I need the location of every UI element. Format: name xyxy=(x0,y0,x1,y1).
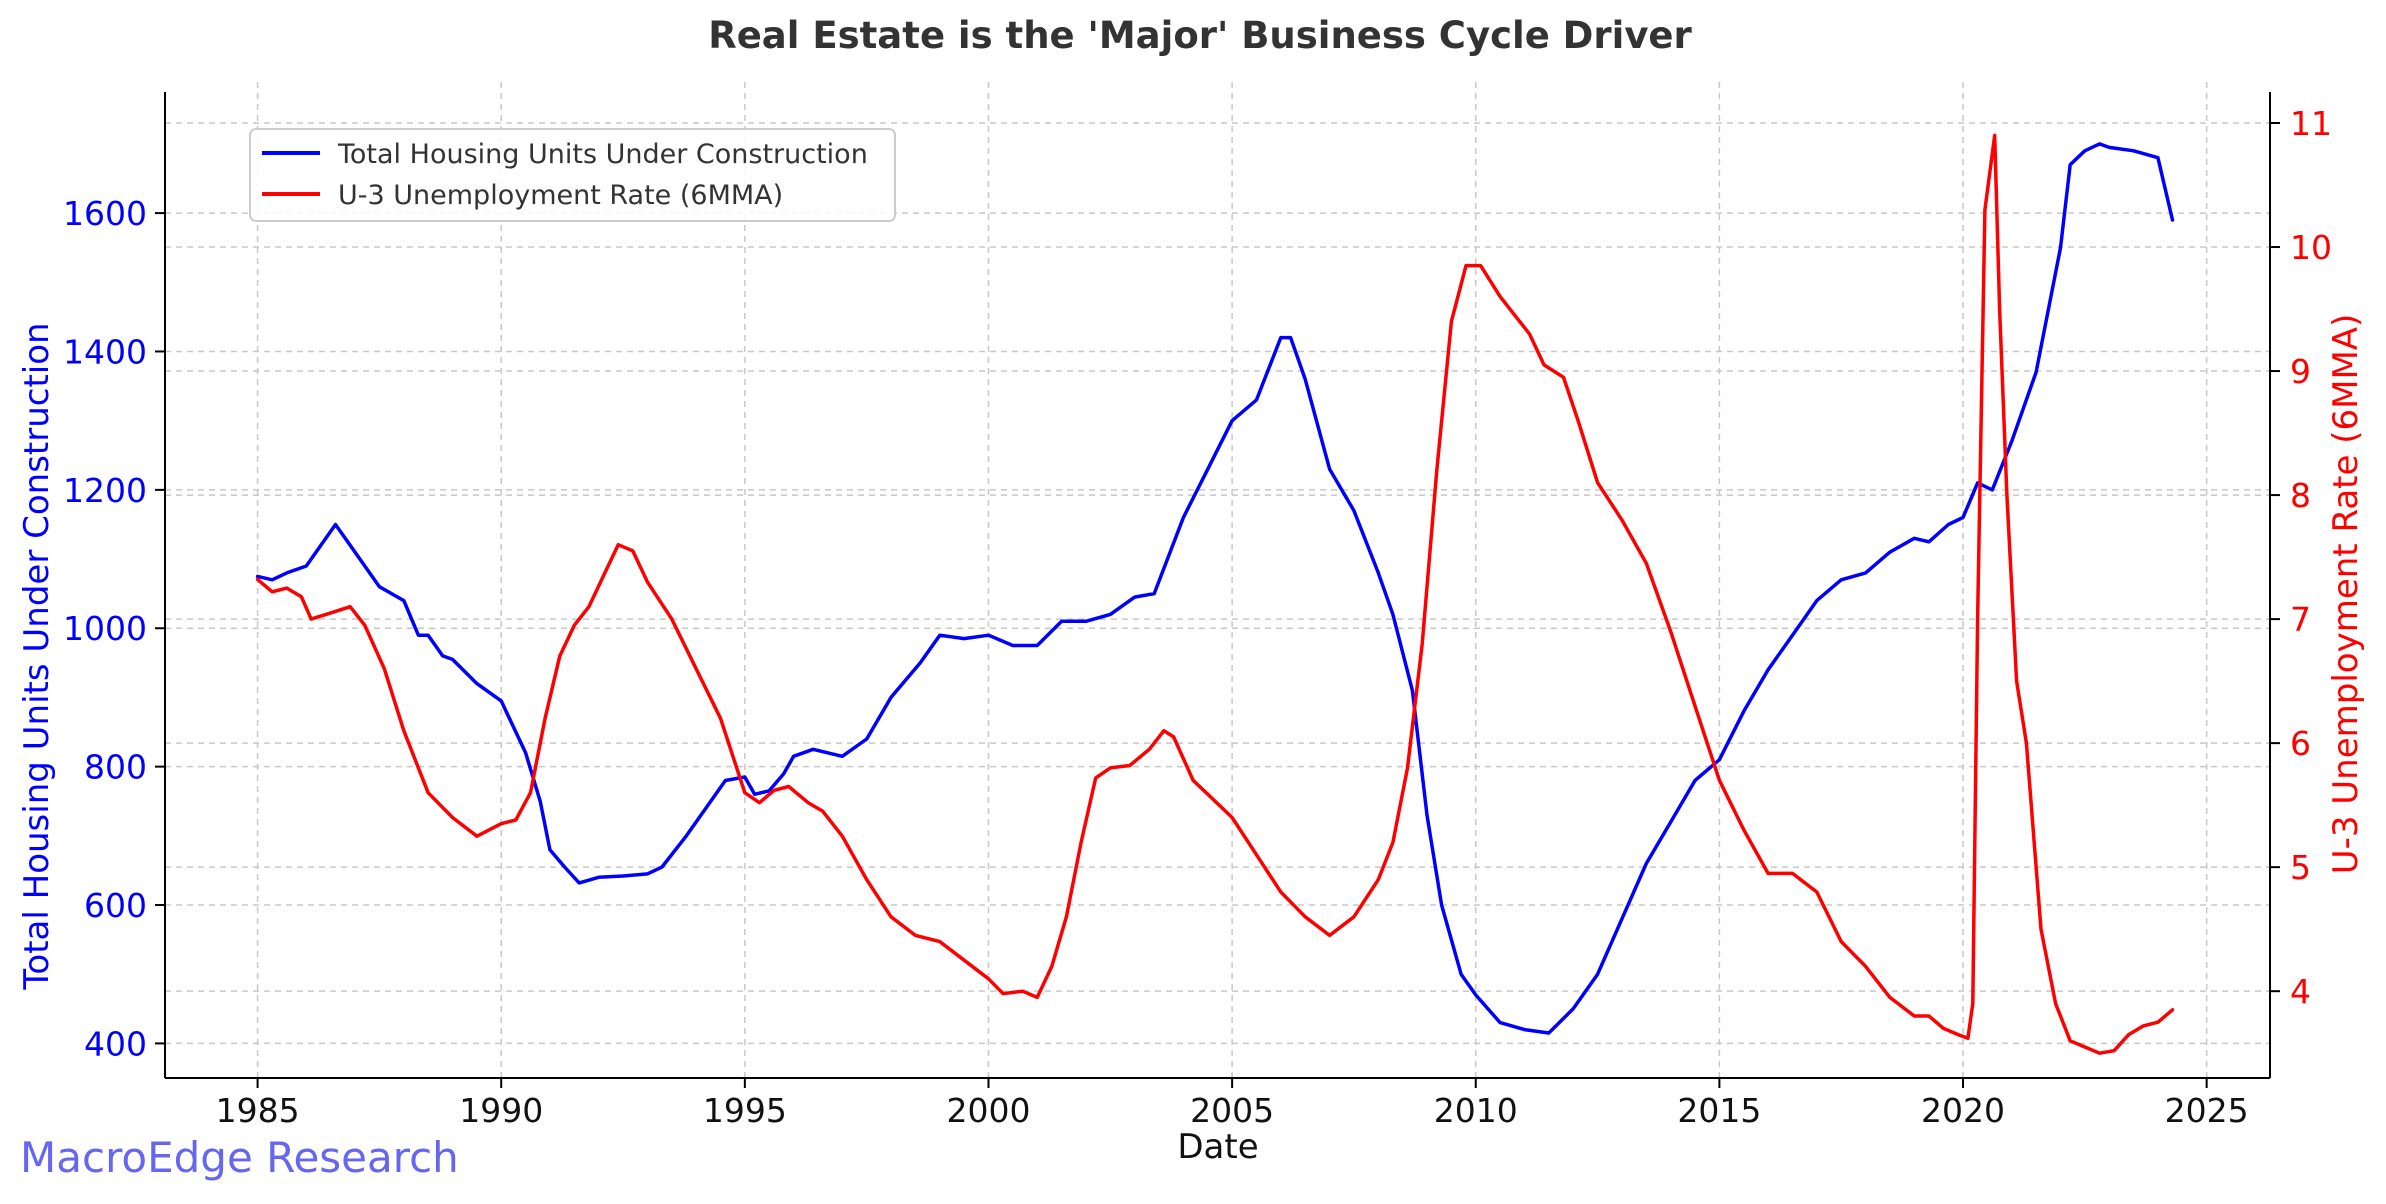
x-tick-label: 2000 xyxy=(946,1091,1030,1130)
series-line-unemployment xyxy=(255,133,2175,1055)
right-y-axis: 4 5 6 7 8 9 10 11 xyxy=(2270,104,2332,1011)
right-y-tick-label: 8 xyxy=(2290,476,2311,515)
right-y-tick-label: 6 xyxy=(2290,724,2311,763)
left-y-tick-label: 1400 xyxy=(63,332,147,371)
right-y-tick-label: 5 xyxy=(2290,848,2311,887)
left-y-tick-label: 1200 xyxy=(63,471,147,510)
x-tick-label: 2020 xyxy=(1921,1091,2005,1130)
left-y-tick-label: 600 xyxy=(84,886,147,925)
right-y-tick-label: 7 xyxy=(2290,600,2311,639)
left-y-axis-label: Total Housing Units Under Construction xyxy=(17,322,57,990)
legend: Total Housing Units Under Construction U… xyxy=(249,128,896,222)
grid xyxy=(165,82,2270,1078)
left-y-tick-label: 800 xyxy=(84,748,147,787)
right-y-tick-label: 9 xyxy=(2290,352,2311,391)
right-y-tick-label: 11 xyxy=(2290,104,2332,143)
axes-spines xyxy=(164,92,2271,1079)
x-tick-label: 2015 xyxy=(1677,1091,1761,1130)
left-y-tick-label: 1000 xyxy=(63,609,147,648)
x-tick-label: 1985 xyxy=(216,1091,300,1130)
x-axis-label: Date xyxy=(1177,1127,1258,1167)
chart-title: Real Estate is the 'Major' Business Cycl… xyxy=(708,14,1692,57)
x-tick-label: 1995 xyxy=(703,1091,787,1130)
legend-label-unemployment: U-3 Unemployment Rate (6MMA) xyxy=(338,180,783,211)
x-tick-label: 2005 xyxy=(1190,1091,1274,1130)
left-y-axis: 400 600 800 1000 1200 1400 1600 xyxy=(63,194,165,1063)
series-lines xyxy=(255,133,2175,1055)
x-tick-label: 2025 xyxy=(2165,1091,2249,1130)
right-y-tick-label: 10 xyxy=(2290,228,2332,267)
right-y-tick-label: 4 xyxy=(2290,972,2311,1011)
x-axis: 1985 1990 1995 2000 2005 2010 2015 2020 2025 xyxy=(216,1078,2249,1130)
x-tick-label: 1990 xyxy=(459,1091,543,1130)
legend-label-housing: Total Housing Units Under Construction xyxy=(337,139,868,170)
right-y-axis-label: U-3 Unemployment Rate (6MMA) xyxy=(2326,314,2366,875)
legend-box xyxy=(249,128,896,222)
watermark: MacroEdge Research xyxy=(20,1133,459,1182)
left-y-tick-label: 400 xyxy=(84,1024,147,1063)
series-line-housing xyxy=(255,142,2175,1035)
left-y-tick-label: 1600 xyxy=(63,194,147,233)
x-tick-label: 2010 xyxy=(1434,1091,1518,1130)
